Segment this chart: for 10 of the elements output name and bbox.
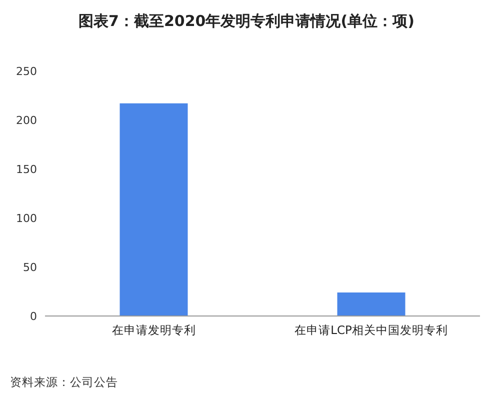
y-tick-label: 50	[23, 261, 37, 274]
x-tick-label: 在申请LCP相关中国发明专利	[294, 323, 448, 337]
y-tick-label: 150	[16, 163, 37, 176]
y-tick-label: 250	[16, 65, 37, 78]
y-tick-label: 100	[16, 212, 37, 225]
chart-title: 图表7：截至2020年发明专利申请情况(单位：项)	[78, 12, 414, 30]
y-tick-label: 200	[16, 114, 37, 127]
x-tick-label: 在申请发明专利	[112, 323, 196, 337]
text: 资料来源：公司公告	[10, 375, 118, 389]
y-tick-label: 0	[30, 310, 37, 323]
